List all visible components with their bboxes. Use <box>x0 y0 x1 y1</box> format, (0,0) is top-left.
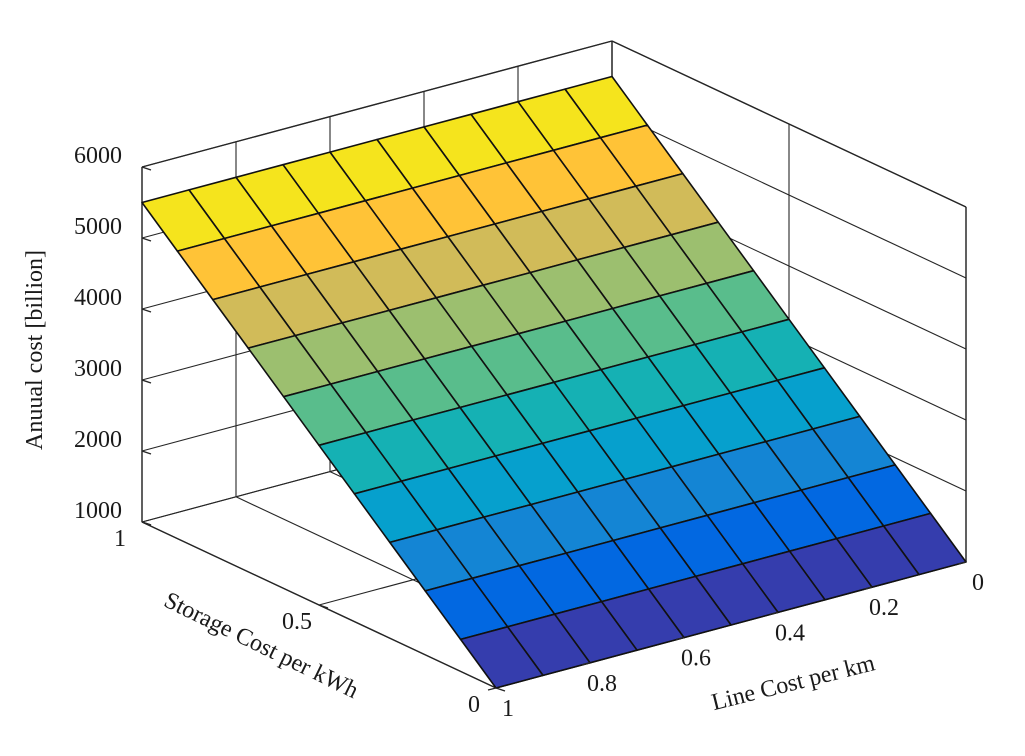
y-axis-title: Storage Cost per kWh <box>160 587 363 704</box>
z-tick-label: 3000 <box>74 356 122 382</box>
z-tick-mark <box>141 166 152 171</box>
z-tick-mark <box>141 308 152 313</box>
x-tick-mark <box>863 586 873 590</box>
y-tick-label: 0.5 <box>282 609 312 635</box>
y-tick-mark <box>495 687 506 692</box>
x-tick-mark <box>675 636 685 641</box>
x-axis-title: Line Cost per km <box>709 650 878 716</box>
surface-cell <box>459 625 544 689</box>
box-edge-top-side <box>611 40 967 208</box>
z-tick-mark <box>141 521 152 526</box>
tick-labels: 00.20.40.60.8100.51100020003000400050006… <box>74 143 984 722</box>
z-tick-label: 6000 <box>74 143 122 169</box>
y-tick-mark <box>318 604 329 609</box>
surface <box>141 75 967 689</box>
x-tick-label: 0.4 <box>775 620 805 646</box>
z-tick-mark <box>141 237 152 242</box>
z-tick-label: 4000 <box>74 285 122 311</box>
box-edge-top-back <box>141 40 613 168</box>
x-tick-mark <box>487 687 497 691</box>
axis-ticks <box>141 166 967 692</box>
z-tick-label: 2000 <box>74 427 122 453</box>
x-tick-label: 0.8 <box>587 671 617 697</box>
x-tick-label: 0.2 <box>869 595 899 621</box>
x-tick-mark <box>957 561 967 565</box>
y-tick-label: 1 <box>114 526 126 552</box>
x-tick-mark <box>769 611 779 616</box>
z-tick-label: 5000 <box>74 214 122 240</box>
z-tick-mark <box>141 450 152 455</box>
x-tick-label: 0 <box>972 570 984 596</box>
x-tick-mark <box>581 662 591 666</box>
z-axis-title: Anuual cost [billion] <box>22 250 48 450</box>
y-tick-label: 0 <box>468 692 480 718</box>
x-tick-label: 0.6 <box>681 646 711 672</box>
z-tick-label: 1000 <box>74 498 122 524</box>
z-tick-mark <box>141 379 152 384</box>
x-tick-label: 1 <box>502 696 514 722</box>
